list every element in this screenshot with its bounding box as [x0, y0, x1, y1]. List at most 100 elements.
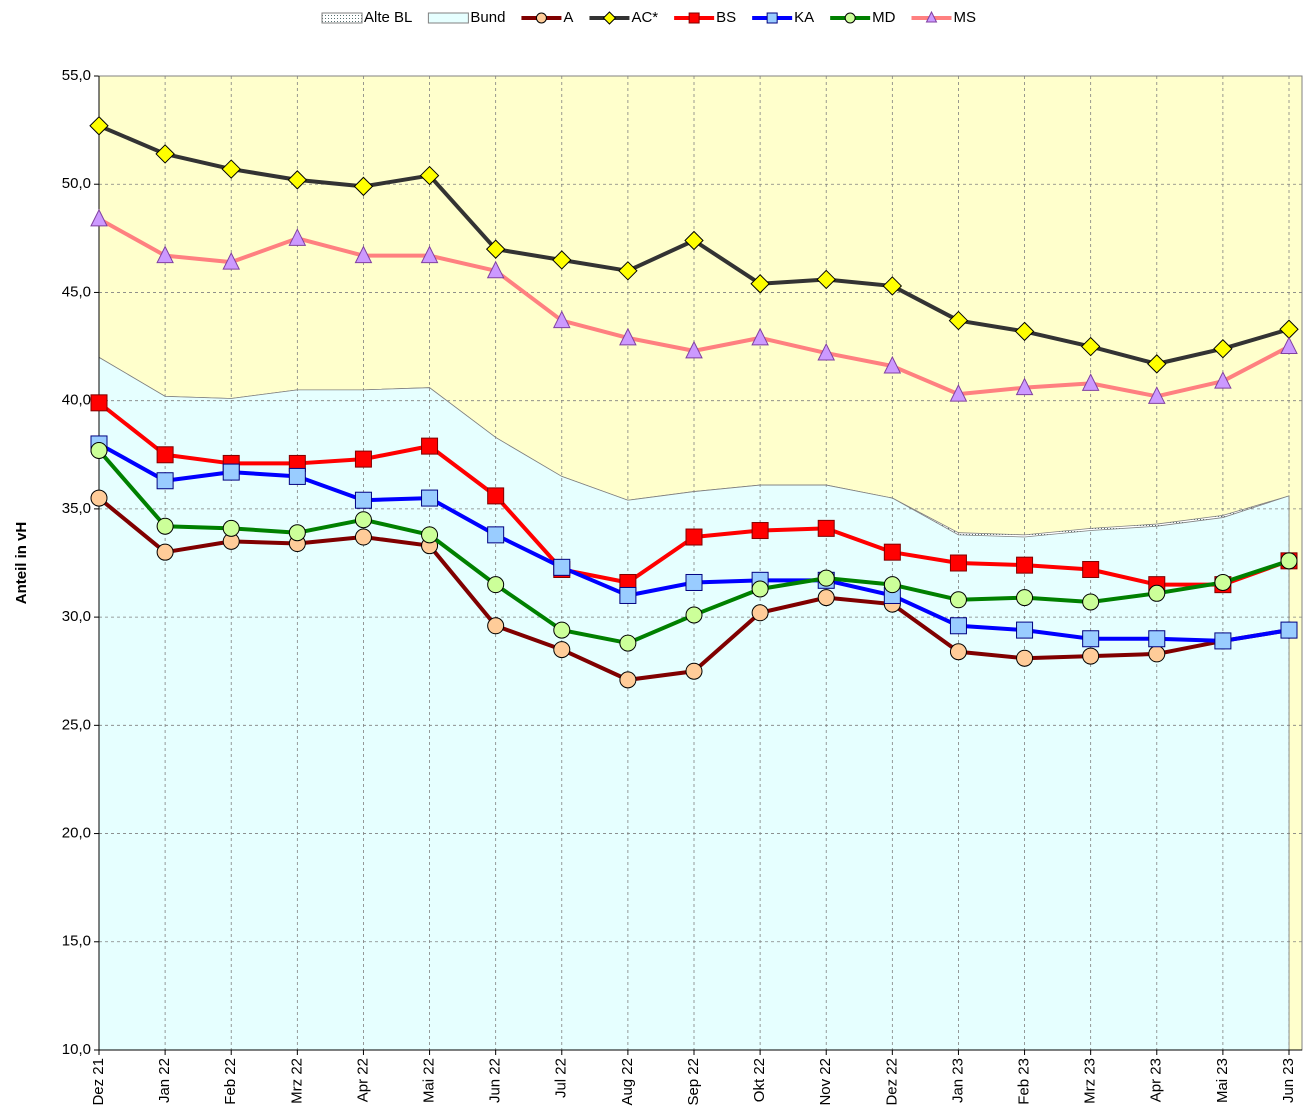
marker: [751, 327, 769, 346]
marker: [1016, 589, 1034, 607]
area: [98, 356, 1290, 1051]
marker: [287, 170, 308, 190]
legend-label: MD: [872, 9, 895, 26]
marker: [619, 327, 637, 346]
marker: [688, 12, 700, 24]
marker: [535, 12, 547, 24]
marker: [1015, 377, 1034, 396]
y-tick-label: 40,0: [62, 392, 91, 409]
marker: [288, 228, 307, 246]
legend-label: MS: [953, 9, 976, 26]
marker: [1148, 645, 1166, 663]
marker: [487, 487, 505, 505]
legend-label: AC*: [631, 9, 658, 26]
x-tick-label: Mrz 22: [288, 1058, 305, 1104]
legend: Alte BL Bund A AC* BS KA MD MS: [321, 9, 976, 26]
marker: [1214, 632, 1232, 650]
marker: [817, 569, 835, 587]
marker: [766, 12, 778, 24]
marker: [817, 342, 836, 361]
marker: [421, 437, 439, 455]
legend-label: BS: [716, 9, 736, 26]
marker: [354, 450, 372, 468]
marker: [685, 573, 703, 591]
y-tick-label: 35,0: [62, 500, 91, 517]
marker: [618, 261, 638, 281]
marker: [90, 208, 108, 227]
marker: [288, 524, 306, 542]
marker: [1082, 593, 1100, 611]
marker: [1082, 630, 1100, 648]
marker: [685, 662, 703, 680]
marker: [419, 165, 440, 186]
marker: [1147, 354, 1167, 374]
marker: [1214, 573, 1232, 591]
marker: [949, 617, 967, 635]
marker: [90, 441, 108, 459]
legend-label: Bund: [470, 9, 505, 26]
marker: [552, 250, 572, 270]
x-tick-label: Dez 22: [883, 1058, 900, 1106]
marker: [1213, 339, 1233, 359]
x-tick-label: Nov 22: [817, 1058, 834, 1106]
x-tick-label: Sep 22: [685, 1058, 702, 1106]
x-tick-label: Apr 23: [1148, 1058, 1165, 1102]
y-axis-label: Anteil in vH: [13, 522, 30, 605]
x-tick-label: Jan 23: [949, 1058, 966, 1103]
marker: [684, 230, 704, 251]
marker: [222, 463, 240, 481]
marker: [421, 489, 439, 507]
marker: [751, 580, 769, 598]
marker: [1080, 336, 1101, 357]
marker: [925, 10, 938, 23]
legend-label: A: [563, 9, 573, 26]
marker: [844, 12, 856, 24]
x-tick-label: Jun 22: [487, 1058, 504, 1103]
x-tick-label: Dez 21: [90, 1058, 107, 1106]
marker: [883, 576, 901, 594]
marker: [949, 643, 967, 661]
marker: [156, 245, 174, 264]
marker: [685, 606, 703, 624]
marker: [552, 310, 571, 329]
marker: [1148, 584, 1166, 602]
marker: [619, 634, 637, 652]
y-tick-label: 10,0: [62, 1041, 91, 1058]
marker: [222, 252, 241, 270]
marker: [421, 526, 439, 544]
y-tick-label: 55,0: [62, 67, 91, 84]
marker: [222, 519, 240, 537]
marker: [602, 11, 617, 25]
marker: [949, 591, 967, 609]
marker: [485, 239, 506, 259]
marker: [817, 589, 835, 607]
marker: [1214, 371, 1232, 389]
marker: [751, 604, 769, 622]
marker: [751, 522, 769, 540]
marker: [1280, 552, 1298, 570]
marker: [948, 310, 969, 331]
marker: [685, 340, 703, 359]
marker: [619, 671, 637, 689]
legend-swatch: [427, 12, 469, 24]
marker: [487, 526, 505, 544]
marker: [487, 576, 505, 594]
marker: [89, 116, 109, 136]
legend-label: Alte BL: [364, 9, 412, 26]
x-tick-label: Jun 23: [1280, 1058, 1297, 1103]
marker: [1082, 560, 1100, 578]
legend-label: KA: [794, 9, 814, 26]
marker: [156, 543, 174, 561]
marker: [156, 446, 174, 464]
x-tick-label: Feb 23: [1016, 1058, 1033, 1105]
y-tick-label: 50,0: [62, 175, 91, 192]
marker: [553, 558, 571, 576]
marker: [1280, 621, 1298, 639]
y-tick-label: 30,0: [62, 608, 91, 625]
marker: [155, 144, 175, 164]
marker: [1016, 556, 1034, 574]
marker: [486, 260, 505, 279]
marker: [1081, 373, 1100, 391]
y-tick-label: 25,0: [62, 716, 91, 733]
y-tick-label: 45,0: [62, 283, 91, 300]
